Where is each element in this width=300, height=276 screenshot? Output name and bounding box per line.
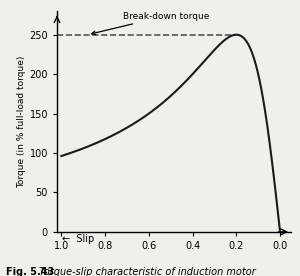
Y-axis label: Torque (in % full-load torque): Torque (in % full-load torque) — [18, 55, 27, 188]
Text: Fig. 5.43: Fig. 5.43 — [6, 267, 68, 276]
Text: Torque-slip characteristic of induction motor: Torque-slip characteristic of induction … — [39, 267, 256, 276]
Text: Break-down torque: Break-down torque — [92, 12, 209, 35]
Text: ←  Slip: ← Slip — [62, 234, 94, 244]
